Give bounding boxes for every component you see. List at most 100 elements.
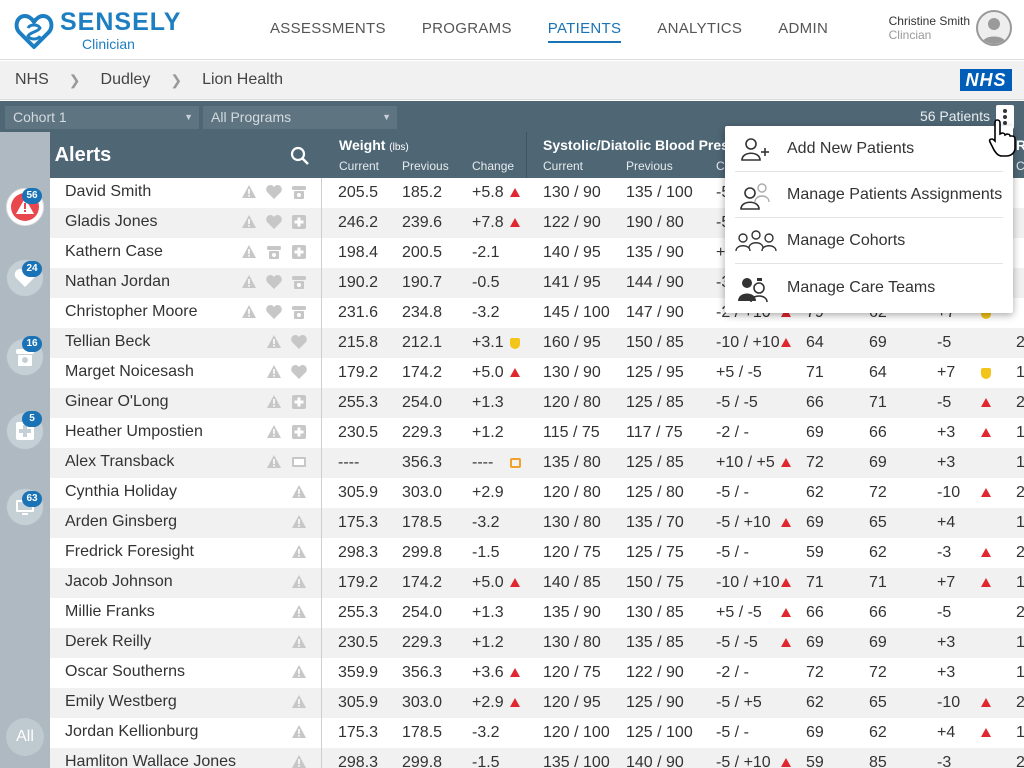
weight-current: 190.2 xyxy=(338,274,379,291)
col-bp-current[interactable]: Current xyxy=(543,159,584,173)
pulse-change: +3 xyxy=(937,454,956,471)
table-row[interactable]: Heather Umpostien 230.5 229.3 +1.2 115 / 75 1… xyxy=(50,418,1024,448)
cohort-select[interactable]: Cohort 1 ▼ xyxy=(5,106,199,129)
column-divider xyxy=(321,418,322,448)
patient-name[interactable]: David Smith xyxy=(65,183,152,200)
table-row[interactable]: Alex Transback ---- 356.3 ---- 135 / 80 125 /… xyxy=(50,448,1024,478)
alert-triangle-icon xyxy=(781,458,791,467)
bp-current: 160 / 95 xyxy=(543,334,601,351)
nav-admin[interactable]: ADMIN xyxy=(778,20,829,37)
patient-name[interactable]: Arden Ginsberg xyxy=(65,513,178,530)
patient-name[interactable]: Ginear O'Long xyxy=(65,393,169,410)
sensely-logo[interactable]: SENSELY Clinician xyxy=(14,10,181,51)
menu-item-manage-assignments[interactable]: Manage Patients Assignments xyxy=(735,173,1003,218)
table-row[interactable]: Tellian Beck 215.8 212.1 +3.1 160 / 95 150 / … xyxy=(50,328,1024,358)
column-divider xyxy=(321,208,322,238)
alert-triangle-icon xyxy=(267,365,281,378)
avatar[interactable] xyxy=(976,10,1012,46)
weight-previous: 303.0 xyxy=(402,484,443,501)
table-row[interactable]: Oscar Southerns 359.9 356.3 +3.6 120 / 75 122… xyxy=(50,658,1024,688)
nav-patients[interactable]: PATIENTS xyxy=(530,0,640,60)
pulse-change: +4 xyxy=(937,514,956,531)
nav-analytics[interactable]: ANALYTICS xyxy=(657,20,743,37)
column-divider xyxy=(321,178,322,208)
bp-change: +5 / -5 xyxy=(716,604,762,621)
weight-change: +7.8 xyxy=(472,214,504,231)
patient-name[interactable]: Gladis Jones xyxy=(65,213,158,230)
menu-item-add-new-patients[interactable]: Add New Patients xyxy=(735,127,1003,172)
patient-name[interactable]: Derek Reilly xyxy=(65,633,152,650)
bp-current: 130 / 80 xyxy=(543,514,601,531)
col-weight-previous[interactable]: Previous xyxy=(402,159,449,173)
heart-rate-icon xyxy=(291,335,307,349)
nav-assessments[interactable]: ASSESSMENTS xyxy=(270,20,386,37)
col-trailing[interactable]: C xyxy=(1016,159,1024,173)
bp-change: -2 / - xyxy=(716,664,749,681)
patient-name[interactable]: Jacob Johnson xyxy=(65,573,173,590)
bp-previous: 135 / 85 xyxy=(626,634,684,651)
patient-name[interactable]: Tellian Beck xyxy=(65,333,151,350)
column-divider xyxy=(321,658,322,688)
table-row[interactable]: Jordan Kellionburg 175.3 178.5 -3.2 120 / 10… xyxy=(50,718,1024,748)
patient-name[interactable]: Hamliton Wallace Jones xyxy=(65,753,237,768)
column-divider xyxy=(321,238,322,268)
search-icon[interactable] xyxy=(290,146,310,166)
table-row[interactable]: Fredrick Foresight 298.3 299.8 -1.5 120 / 75… xyxy=(50,538,1024,568)
breadcrumb-item-nhs[interactable]: NHS xyxy=(15,71,49,88)
table-row[interactable]: Arden Ginsberg 175.3 178.5 -3.2 130 / 80 135 … xyxy=(50,508,1024,538)
pending-flag-icon xyxy=(510,458,521,468)
patient-name[interactable]: Heather Umpostien xyxy=(65,423,203,440)
warning-shield-icon xyxy=(981,308,991,319)
table-row[interactable]: Emily Westberg 305.9 303.0 +2.9 120 / 95 125 … xyxy=(50,688,1024,718)
programs-select[interactable]: All Programs ▼ xyxy=(203,106,397,129)
alert-triangle-icon xyxy=(292,695,306,708)
breadcrumb-item-lion-health[interactable]: Lion Health xyxy=(202,71,284,88)
weight-change: +1.2 xyxy=(472,634,504,651)
bp-previous: 122 / 90 xyxy=(626,664,684,681)
patient-name[interactable]: Cynthia Holiday xyxy=(65,483,178,500)
menu-label-manage-care-teams: Manage Care Teams xyxy=(787,278,936,296)
col-weight-current[interactable]: Current xyxy=(339,159,380,173)
patient-name[interactable]: Emily Westberg xyxy=(65,693,177,710)
table-row[interactable]: Cynthia Holiday 305.9 303.0 +2.9 120 / 80 125… xyxy=(50,478,1024,508)
patient-name[interactable]: Fredrick Foresight xyxy=(65,543,194,560)
bp-previous: 125 / 100 xyxy=(626,724,693,741)
patient-name[interactable]: Oscar Southerns xyxy=(65,663,186,680)
menu-item-manage-care-teams[interactable]: Manage Care Teams xyxy=(735,265,1003,310)
bp-current: 141 / 95 xyxy=(543,274,601,291)
phone-icon xyxy=(292,306,306,319)
menu-item-manage-cohorts[interactable]: Manage Cohorts xyxy=(735,219,1003,264)
table-row[interactable]: Millie Franks 255.3 254.0 +1.3 135 / 90 130 /… xyxy=(50,598,1024,628)
col-bp-change[interactable]: C xyxy=(716,159,725,173)
patient-name[interactable]: Alex Transback xyxy=(65,453,175,470)
patient-name[interactable]: Kathern Case xyxy=(65,243,163,260)
alert-triangle-icon xyxy=(781,578,791,587)
table-row[interactable]: Derek Reilly 230.5 229.3 +1.2 130 / 80 135 / … xyxy=(50,628,1024,658)
patient-name[interactable]: Millie Franks xyxy=(65,603,155,620)
patient-name[interactable]: Jordan Kellionburg xyxy=(65,723,199,740)
user-menu[interactable]: Christine Smith Clincian xyxy=(889,10,1012,46)
trailing-group-title: R xyxy=(1016,137,1024,153)
nav-programs[interactable]: PROGRAMS xyxy=(421,20,512,37)
filter-rail: 56 24 16 5 63 All xyxy=(0,132,50,768)
weight-change: -3.2 xyxy=(472,724,500,741)
alert-triangle-icon xyxy=(981,428,991,437)
table-row[interactable]: Jacob Johnson 179.2 174.2 +5.0 140 / 85 150 /… xyxy=(50,568,1024,598)
col-bp-previous[interactable]: Previous xyxy=(626,159,673,173)
col-weight-change[interactable]: Change xyxy=(472,159,515,173)
patient-name[interactable]: Nathan Jordan xyxy=(65,273,170,290)
weight-current: 298.3 xyxy=(338,544,379,561)
weight-group-label: Weight xyxy=(339,137,386,153)
kebab-dot xyxy=(1003,121,1007,125)
pulse-change: +7 xyxy=(937,574,956,591)
table-row[interactable]: Hamliton Wallace Jones 298.3 299.8 -1.5 135 … xyxy=(50,748,1024,768)
column-divider xyxy=(321,598,322,628)
breadcrumb-item-dudley[interactable]: Dudley xyxy=(100,71,151,88)
bp-previous: 150 / 75 xyxy=(626,574,684,591)
patient-name[interactable]: Christopher Moore xyxy=(65,303,198,320)
table-row[interactable]: Ginear O'Long 255.3 254.0 +1.3 120 / 80 125 /… xyxy=(50,388,1024,418)
table-row[interactable]: Marget Noicesash 179.2 174.2 +5.0 130 / 90 12… xyxy=(50,358,1024,388)
patient-name[interactable]: Marget Noicesash xyxy=(65,363,194,380)
all-filter-button[interactable]: All xyxy=(6,718,44,756)
bp-previous: 125 / 75 xyxy=(626,544,684,561)
